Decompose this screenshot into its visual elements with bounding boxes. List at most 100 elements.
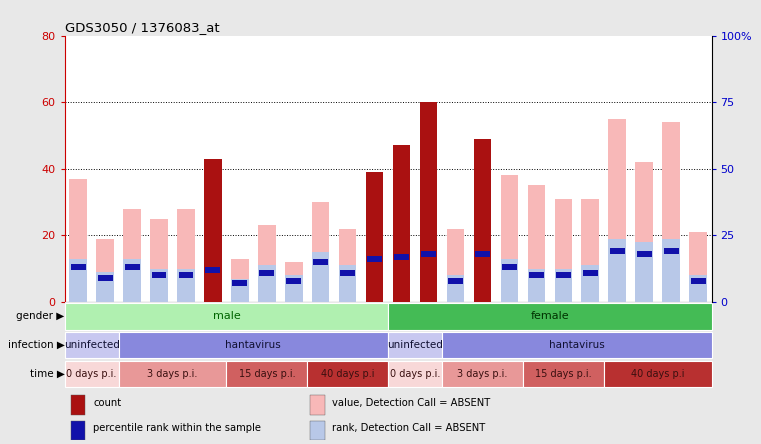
Text: gender ▶: gender ▶ xyxy=(17,311,65,321)
Bar xyxy=(123,258,141,302)
Bar xyxy=(97,272,114,302)
Bar xyxy=(447,275,464,302)
Bar xyxy=(69,258,87,302)
Text: rank, Detection Call = ABSENT: rank, Detection Call = ABSENT xyxy=(333,423,486,433)
Bar xyxy=(227,361,307,387)
Bar xyxy=(368,256,382,262)
Bar xyxy=(501,175,518,302)
Bar xyxy=(97,239,114,302)
Bar xyxy=(527,186,545,302)
Bar xyxy=(555,199,572,302)
Text: 3 days p.i.: 3 days p.i. xyxy=(148,369,198,379)
Bar xyxy=(555,269,572,302)
Bar xyxy=(581,266,599,302)
Bar xyxy=(393,146,410,302)
Bar xyxy=(635,242,653,302)
Bar xyxy=(231,279,249,302)
Text: 40 days p.i: 40 days p.i xyxy=(321,369,374,379)
Bar xyxy=(609,239,626,302)
Bar xyxy=(502,264,517,270)
Text: GDS3050 / 1376083_at: GDS3050 / 1376083_at xyxy=(65,21,219,34)
Bar xyxy=(231,258,249,302)
Text: uninfected: uninfected xyxy=(387,340,443,350)
Bar xyxy=(609,119,626,302)
Bar xyxy=(388,361,442,387)
Bar xyxy=(527,269,545,302)
Bar xyxy=(442,332,712,358)
Text: female: female xyxy=(530,311,569,321)
Bar xyxy=(71,264,85,270)
Bar xyxy=(69,179,87,302)
Bar xyxy=(523,361,603,387)
Bar xyxy=(72,420,85,440)
Bar xyxy=(310,420,325,440)
Bar xyxy=(475,251,490,257)
Bar xyxy=(420,102,438,302)
Bar xyxy=(637,251,651,257)
Bar xyxy=(312,202,330,302)
Bar xyxy=(662,239,680,302)
Bar xyxy=(65,361,119,387)
Bar xyxy=(307,361,388,387)
Bar xyxy=(65,303,388,329)
Bar xyxy=(123,209,141,302)
Text: value, Detection Call = ABSENT: value, Detection Call = ABSENT xyxy=(333,398,491,408)
Bar xyxy=(447,229,464,302)
Bar xyxy=(232,280,247,286)
Bar xyxy=(177,269,195,302)
Text: 40 days p.i: 40 days p.i xyxy=(631,369,684,379)
Bar xyxy=(285,262,303,302)
Text: 0 days p.i.: 0 days p.i. xyxy=(390,369,441,379)
Bar xyxy=(388,332,442,358)
Bar xyxy=(556,272,571,278)
Bar xyxy=(314,259,328,265)
Bar xyxy=(177,209,195,302)
Bar xyxy=(286,278,301,284)
Bar xyxy=(448,278,463,284)
Bar xyxy=(205,267,221,273)
Bar xyxy=(339,266,356,302)
Text: hantavirus: hantavirus xyxy=(225,340,282,350)
Bar xyxy=(258,226,275,302)
Bar xyxy=(97,275,113,281)
Bar xyxy=(603,361,712,387)
Bar xyxy=(501,258,518,302)
Bar xyxy=(119,361,227,387)
Bar xyxy=(151,272,167,278)
Bar xyxy=(260,270,274,276)
Bar xyxy=(150,269,167,302)
Bar xyxy=(691,278,705,284)
Bar xyxy=(150,219,167,302)
Bar xyxy=(421,251,436,257)
Bar xyxy=(65,332,119,358)
Bar xyxy=(529,272,544,278)
Text: hantavirus: hantavirus xyxy=(549,340,605,350)
Text: time ▶: time ▶ xyxy=(30,369,65,379)
Bar xyxy=(689,232,707,302)
Text: infection ▶: infection ▶ xyxy=(8,340,65,350)
Bar xyxy=(258,266,275,302)
Bar xyxy=(581,199,599,302)
Text: percentile rank within the sample: percentile rank within the sample xyxy=(93,423,261,433)
Bar xyxy=(662,122,680,302)
Text: count: count xyxy=(93,398,121,408)
Bar xyxy=(310,395,325,415)
Bar xyxy=(204,159,221,302)
Bar xyxy=(340,270,355,276)
Bar xyxy=(366,172,384,302)
Bar xyxy=(388,303,712,329)
Bar xyxy=(394,254,409,260)
Text: 15 days p.i.: 15 days p.i. xyxy=(535,369,591,379)
Bar xyxy=(125,264,139,270)
Text: uninfected: uninfected xyxy=(64,340,119,350)
Text: 3 days p.i.: 3 days p.i. xyxy=(457,369,508,379)
Bar xyxy=(689,275,707,302)
Bar xyxy=(312,252,330,302)
Bar xyxy=(442,361,523,387)
Bar xyxy=(285,275,303,302)
Bar xyxy=(119,332,388,358)
Text: 0 days p.i.: 0 days p.i. xyxy=(66,369,117,379)
Bar xyxy=(179,272,193,278)
Bar xyxy=(664,248,679,254)
Bar xyxy=(610,248,625,254)
